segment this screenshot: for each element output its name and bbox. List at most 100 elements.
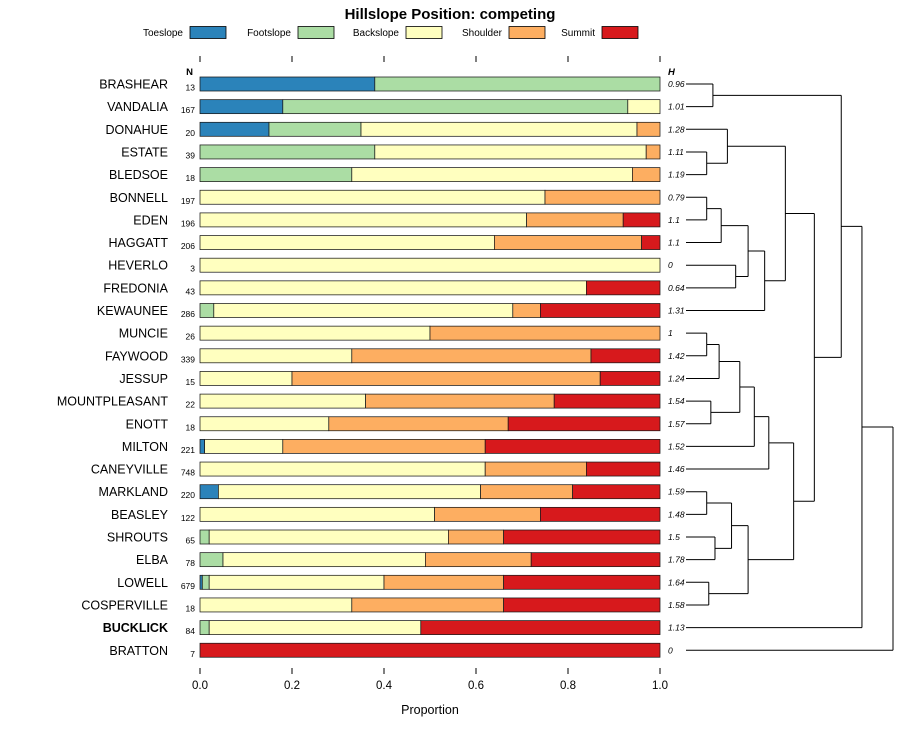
dendrogram-link	[727, 145, 786, 282]
bar-segment-backslope	[199, 325, 431, 341]
bar-segment-toeslope	[199, 484, 219, 500]
row-n-value: 18	[186, 173, 196, 183]
chart-title: Hillslope Position: competing	[345, 6, 556, 23]
bar-segment-summit	[540, 506, 661, 522]
row-h-value: 1.42	[668, 351, 685, 361]
row-label: BRATTON	[109, 644, 168, 658]
row-n-value: 78	[186, 558, 196, 568]
h-column-header: H	[668, 67, 676, 78]
row-label: CANEYVILLE	[91, 463, 168, 477]
row-label: FREDONIA	[103, 281, 168, 295]
bar-segment-summit	[484, 439, 661, 454]
row-label: HEVERLO	[108, 259, 168, 273]
bar-segment-shoulder	[544, 189, 661, 205]
bar-segment-backslope	[199, 280, 587, 296]
row-label: BLEDSOE	[109, 168, 168, 182]
dendrogram-link	[721, 225, 749, 278]
bar-segment-shoulder	[636, 121, 661, 137]
row-label: BEASLEY	[111, 508, 169, 522]
bar-segment-summit	[641, 235, 661, 250]
row-label: JESSUP	[119, 372, 168, 386]
x-axis-title: Proportion	[401, 703, 459, 717]
bar-segment-summit	[503, 574, 661, 590]
bar-segment-footslope	[201, 574, 210, 590]
row-h-value: 0.79	[668, 192, 685, 202]
row-h-value: 0.64	[668, 283, 685, 293]
bar-segment-backslope	[199, 348, 353, 364]
row-h-value: 1.48	[668, 509, 685, 519]
legend-label-footslope: Footslope	[247, 28, 291, 39]
bar-segment-shoulder	[351, 597, 504, 613]
bar-segment-summit	[599, 371, 661, 386]
row-label: EDEN	[133, 213, 168, 227]
bar-segment-backslope	[199, 235, 495, 250]
dendrogram-link	[686, 386, 755, 447]
bar-segment-backslope	[199, 371, 293, 386]
row-n-value: 679	[181, 581, 195, 591]
bar-segment-backslope	[199, 257, 661, 273]
dendrogram-link	[785, 213, 815, 502]
bar-segment-summit	[420, 620, 661, 635]
row-n-value: 18	[186, 422, 196, 432]
bar-segment-shoulder	[365, 393, 555, 409]
dendrogram-link	[710, 360, 741, 413]
bar-segment-shoulder	[434, 506, 541, 522]
dendrogram-link	[686, 151, 708, 176]
dendrogram-link	[712, 94, 842, 358]
bar-segment-summit	[503, 529, 661, 545]
bar-segment-summit	[586, 461, 661, 477]
row-label: MUNCIE	[119, 327, 168, 341]
row-h-value: 1.57	[668, 419, 685, 429]
bar-segment-footslope	[199, 529, 210, 545]
bar-segment-summit	[590, 348, 661, 364]
row-n-value: 196	[181, 218, 195, 228]
dendrogram-link	[686, 416, 770, 470]
bar-segment-backslope	[208, 574, 385, 590]
bar-segment-shoulder	[480, 484, 573, 500]
row-h-value: 1.19	[668, 170, 685, 180]
bar-segment-backslope	[374, 144, 647, 160]
row-label: FAYWOOD	[105, 349, 168, 363]
x-tick-label: 0.6	[468, 680, 484, 692]
legend-label-summit: Summit	[561, 28, 595, 39]
legend-swatch-backslope	[405, 26, 443, 39]
bar-segment-backslope	[204, 439, 284, 454]
row-h-value: 1.59	[668, 487, 685, 497]
row-label: SHROUTS	[107, 531, 168, 545]
bar-segment-summit	[553, 393, 661, 409]
bar-segment-footslope	[199, 303, 215, 318]
legend-swatch-toeslope	[189, 26, 227, 39]
row-h-value: 1.31	[668, 306, 685, 316]
bar-segment-shoulder	[448, 529, 504, 545]
row-h-value: 1.01	[668, 102, 685, 112]
row-n-value: 206	[181, 241, 195, 251]
legend-swatch-shoulder	[508, 26, 546, 39]
bar-segment-shoulder	[484, 461, 587, 477]
bar-segment-summit	[507, 416, 661, 432]
row-h-value: 0	[668, 645, 673, 655]
dendrogram-link	[686, 581, 710, 606]
row-n-value: 65	[186, 536, 196, 546]
dendrogram-link	[686, 426, 894, 651]
row-label: LOWELL	[117, 576, 168, 590]
dendrogram-link	[686, 208, 722, 244]
row-label: MARKLAND	[99, 485, 168, 499]
row-label: KEWAUNEE	[97, 304, 168, 318]
bar-segment-toeslope	[199, 121, 270, 137]
row-label: HAGGATT	[109, 236, 169, 250]
row-n-value: 15	[186, 377, 196, 387]
row-n-value: 43	[186, 286, 196, 296]
legend-label-toeslope: Toeslope	[143, 28, 183, 39]
bar-segment-shoulder	[328, 416, 509, 432]
row-n-value: 7	[190, 649, 195, 659]
row-n-value: 197	[181, 196, 195, 206]
x-tick-label: 0.2	[284, 680, 300, 692]
dendrogram-link	[686, 400, 712, 425]
bar-segment-shoulder	[383, 574, 504, 590]
bar-segment-backslope	[360, 121, 638, 137]
bar-segment-footslope	[199, 552, 224, 568]
row-label: BRASHEAR	[99, 78, 168, 92]
bar-segment-backslope	[213, 303, 514, 318]
